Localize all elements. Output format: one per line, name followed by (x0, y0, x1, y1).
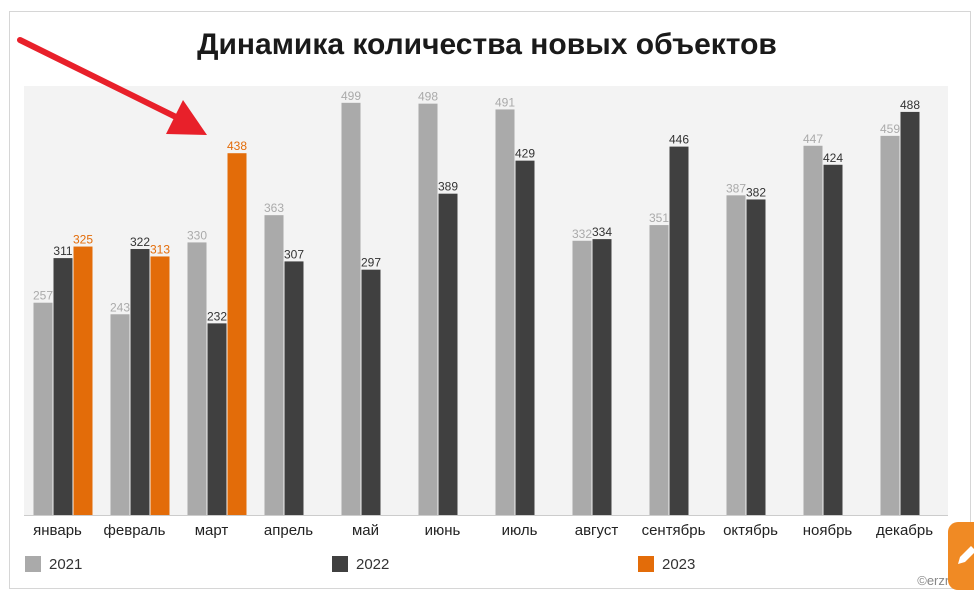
data-label-2022: 446 (669, 133, 689, 147)
legend-item-2021: 2021 (25, 555, 82, 573)
x-tick-label: февраль (104, 522, 166, 539)
data-label-2022: 297 (361, 256, 381, 270)
data-label-2021: 363 (264, 201, 284, 215)
data-label-2022: 322 (130, 235, 150, 249)
pencil-icon (958, 546, 974, 564)
data-label-2021: 387 (726, 181, 746, 195)
bar-2023 (227, 153, 247, 515)
data-label-2023: 325 (73, 233, 93, 247)
data-label-2021: 243 (110, 300, 130, 314)
bar-2022 (592, 239, 612, 515)
data-label-2022: 307 (284, 247, 304, 261)
x-tick-label: ноябрь (803, 522, 853, 539)
bar-2021 (572, 240, 592, 515)
bar-2022 (669, 146, 689, 515)
data-label-2021: 330 (187, 228, 207, 242)
bar-2022 (823, 164, 843, 515)
data-label-2021: 351 (649, 211, 669, 225)
bar-2021 (110, 314, 130, 515)
bar-2021 (803, 145, 823, 515)
edit-button[interactable] (948, 522, 974, 590)
data-label-2022: 334 (592, 225, 612, 239)
bar-2022 (900, 111, 920, 516)
legend-label-2021: 2021 (49, 555, 83, 573)
bar-2021 (341, 102, 361, 516)
x-tick-label: май (352, 522, 379, 539)
bar-2021 (187, 242, 207, 516)
data-label-2021: 447 (803, 132, 823, 146)
annotation-arrow-shaft (17, 37, 185, 123)
data-label-2023: 438 (227, 139, 247, 153)
bar-2022 (284, 261, 304, 515)
data-label-2022: 488 (900, 98, 920, 112)
x-tick-label: апрель (264, 522, 313, 539)
bar-2023 (150, 256, 170, 515)
x-tick-label: октябрь (723, 522, 778, 539)
data-label-2021: 491 (495, 95, 515, 109)
bar-2022 (515, 160, 535, 515)
bar-2021 (33, 302, 53, 515)
bar-2022 (746, 199, 766, 515)
data-label-2021: 499 (341, 89, 361, 103)
bar-2022 (207, 323, 227, 515)
plot-area (24, 86, 948, 515)
x-tick-label: март (195, 522, 229, 539)
bar-2021 (495, 109, 515, 516)
bar-2022 (361, 269, 381, 515)
annotation-arrow-head (166, 100, 207, 135)
x-tick-label: январь (33, 522, 82, 539)
bar-2021 (649, 225, 669, 515)
chart-title: Динамика количества новых объектов (197, 28, 777, 61)
x-tick-label: август (575, 522, 619, 539)
x-tick-label: декабрь (876, 522, 933, 539)
bar-2021 (726, 195, 746, 515)
data-label-2021: 498 (418, 90, 438, 104)
bar-2022 (438, 193, 458, 515)
bar-2022 (53, 258, 73, 515)
data-label-2022: 311 (53, 244, 72, 258)
bar-2021 (880, 135, 900, 515)
legend-swatch-2021 (25, 556, 41, 572)
legend-item-2023: 2023 (638, 555, 695, 573)
x-tick-label: июнь (425, 522, 461, 539)
data-label-2021: 332 (572, 227, 592, 241)
data-label-2021: 257 (33, 289, 53, 303)
data-label-2022: 424 (823, 151, 843, 165)
legend-label-2023: 2023 (662, 555, 696, 573)
data-label-2022: 232 (207, 309, 227, 323)
legend-item-2022: 2022 (332, 555, 389, 573)
bar-2021 (418, 103, 438, 515)
bar-2022 (130, 249, 150, 515)
data-label-2022: 429 (515, 147, 535, 161)
data-label-2023: 313 (150, 242, 170, 256)
bar-2023 (73, 246, 93, 516)
x-tick-label: июль (502, 522, 538, 539)
data-label-2022: 389 (438, 180, 458, 194)
data-label-2021: 459 (880, 122, 900, 136)
bar-2021 (264, 215, 284, 516)
legend-swatch-2023 (638, 556, 654, 572)
data-label-2022: 382 (746, 185, 766, 199)
x-tick-label: сентябрь (642, 522, 706, 539)
legend-label-2022: 2022 (356, 555, 390, 573)
legend-swatch-2022 (332, 556, 348, 572)
